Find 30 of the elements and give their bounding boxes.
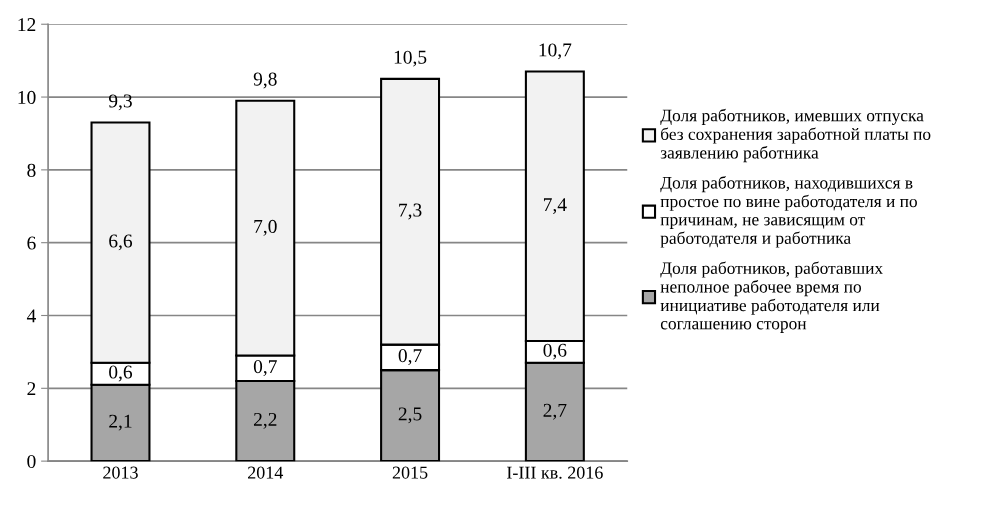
data-label: 7,0 bbox=[254, 219, 277, 236]
y-tick-label: 10 bbox=[18, 90, 36, 104]
total-label: 9,8 bbox=[253, 72, 277, 89]
data-label: 2,5 bbox=[398, 407, 422, 424]
total-label: 10,5 bbox=[394, 50, 427, 67]
total-label: 10,7 bbox=[539, 43, 572, 60]
y-tick-label: 4 bbox=[26, 309, 36, 323]
data-label: 0,6 bbox=[543, 343, 567, 360]
data-label: 0,7 bbox=[398, 349, 422, 366]
y-tick-label: 2 bbox=[27, 382, 36, 396]
x-tick-label: 2014 bbox=[248, 466, 284, 479]
legend-label: Доля работников, работавших неполное рабочее время по инициативе работодателя или соглашению сторон bbox=[660, 261, 883, 333]
y-tick-label: 8 bbox=[27, 163, 36, 177]
data-label: 2,1 bbox=[109, 414, 132, 431]
legend-label: Доля работников, имевших отпуска без сохранения заработной платы по заявлению работника bbox=[660, 108, 931, 163]
x-tick-label: 2015 bbox=[392, 466, 428, 479]
data-label: 6,6 bbox=[109, 234, 133, 251]
data-label: 2,7 bbox=[543, 403, 567, 420]
x-tick-label: 2013 bbox=[103, 466, 138, 479]
total-label: 9,3 bbox=[108, 94, 132, 111]
y-tick-label: 6 bbox=[27, 236, 36, 250]
data-label: 7,3 bbox=[399, 203, 422, 220]
data-label: 0,6 bbox=[109, 365, 133, 382]
legend-label: Доля работников, находившихся в простое по вине работодателя и по причинам, не зависящим от работодателя и работника bbox=[660, 176, 917, 248]
data-label: 7,4 bbox=[543, 198, 567, 214]
y-tick-label: 0 bbox=[27, 454, 36, 469]
x-tick-label: I-III кв. 2016 bbox=[507, 466, 603, 479]
y-tick-label: 12 bbox=[18, 18, 36, 31]
data-label: 0,7 bbox=[253, 360, 277, 376]
data-label: 2,2 bbox=[253, 412, 277, 429]
